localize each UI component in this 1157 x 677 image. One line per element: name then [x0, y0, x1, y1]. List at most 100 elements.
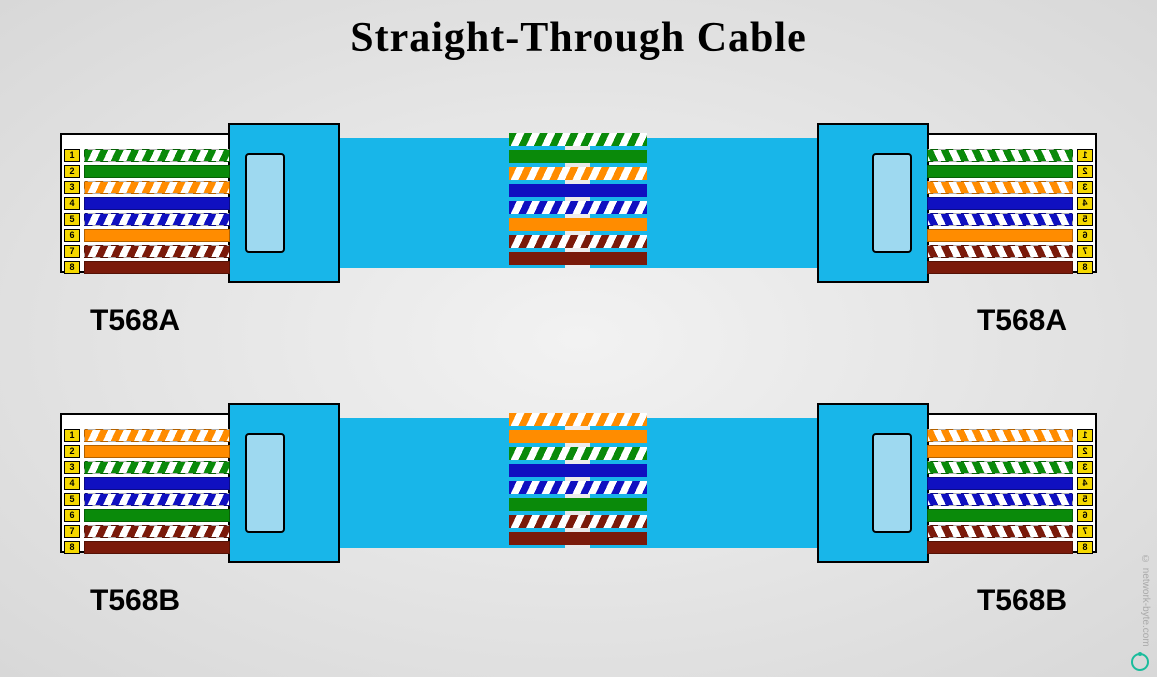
- rj45-connector-left: 1 2 3 4 5 6 7 8: [60, 403, 340, 578]
- pin-5: 5: [1077, 213, 1093, 226]
- label-left: T568B: [90, 584, 180, 618]
- diagram-title: Straight-Through Cable: [0, 0, 1157, 68]
- logo-icon: [1131, 653, 1149, 671]
- pin-block: 12345678: [1075, 149, 1093, 277]
- wire-8: [927, 541, 1073, 554]
- center-wire-3: [509, 167, 647, 180]
- connector-clip: [245, 433, 285, 533]
- exposed-wires: [509, 133, 647, 269]
- pin-7: 7: [64, 525, 80, 538]
- cable-row-1: 12345678 12345678 T568B T568B: [0, 368, 1157, 608]
- pin-7: 7: [64, 245, 80, 258]
- center-wire-4: [509, 464, 647, 477]
- wire-2: [84, 445, 230, 458]
- pin-8: 8: [1077, 541, 1093, 554]
- wire-5: [84, 493, 230, 506]
- pin-6: 6: [64, 509, 80, 522]
- wire-1: [84, 149, 230, 162]
- center-wire-6: [509, 218, 647, 231]
- wire-2: [84, 165, 230, 178]
- wire-7: [927, 245, 1073, 258]
- cable-row-0: 12345678 12345678 T568A T568A: [0, 88, 1157, 328]
- pin-1: 1: [1077, 149, 1093, 162]
- rj45-connector-right: 12345678: [817, 123, 1097, 298]
- wire-4: [84, 477, 230, 490]
- pin-1: 1: [64, 429, 80, 442]
- connector-body: 12345678: [60, 133, 230, 273]
- wire-4: [84, 197, 230, 210]
- center-wire-8: [509, 532, 647, 545]
- connector-body: 1 2 3 4 5 6 7 8: [60, 413, 230, 553]
- pin-4: 4: [1077, 197, 1093, 210]
- wire-6: [927, 229, 1073, 242]
- wire-block: [927, 149, 1073, 277]
- wire-8: [927, 261, 1073, 274]
- center-wire-8: [509, 252, 647, 265]
- label-left: T568A: [90, 304, 180, 338]
- center-wire-2: [509, 430, 647, 443]
- wire-3: [84, 461, 230, 474]
- wire-7: [927, 525, 1073, 538]
- pin-6: 6: [64, 229, 80, 242]
- center-wire-6: [509, 498, 647, 511]
- center-wire-2: [509, 150, 647, 163]
- wire-1: [927, 149, 1073, 162]
- label-right: T568A: [977, 304, 1067, 338]
- center-wire-5: [509, 201, 647, 214]
- pin-2: 2: [1077, 165, 1093, 178]
- pin-7: 7: [1077, 245, 1093, 258]
- rj45-connector-right: 12345678: [817, 403, 1097, 578]
- pin-4: 4: [64, 197, 80, 210]
- wire-5: [84, 213, 230, 226]
- pin-block: 1 2 3 4 5 6 7 8: [64, 429, 82, 557]
- wire-3: [84, 181, 230, 194]
- center-wire-4: [509, 184, 647, 197]
- pin-2: 2: [64, 165, 80, 178]
- wire-6: [927, 509, 1073, 522]
- label-right: T568B: [977, 584, 1067, 618]
- rj45-connector-left: 12345678: [60, 123, 340, 298]
- pin-2: 2: [64, 445, 80, 458]
- wire-7: [84, 245, 230, 258]
- wire-8: [84, 261, 230, 274]
- pin-4: 4: [1077, 477, 1093, 490]
- pin-1: 1: [64, 149, 80, 162]
- wire-4: [927, 197, 1073, 210]
- center-wire-7: [509, 515, 647, 528]
- wire-block: [84, 149, 230, 277]
- wire-4: [927, 477, 1073, 490]
- connector-body: 12345678: [927, 413, 1097, 553]
- wire-8: [84, 541, 230, 554]
- pin-7: 7: [1077, 525, 1093, 538]
- center-wire-5: [509, 481, 647, 494]
- wire-1: [927, 429, 1073, 442]
- wire-3: [927, 181, 1073, 194]
- center-wire-1: [509, 413, 647, 426]
- connector-clip: [245, 153, 285, 253]
- pin-3: 3: [64, 461, 80, 474]
- pin-3: 3: [1077, 181, 1093, 194]
- wire-6: [84, 509, 230, 522]
- wire-3: [927, 461, 1073, 474]
- copyright-text: © network-byte.com: [1140, 554, 1151, 647]
- wire-block: [927, 429, 1073, 557]
- pin-5: 5: [64, 493, 80, 506]
- pin-6: 6: [1077, 229, 1093, 242]
- pin-3: 3: [1077, 461, 1093, 474]
- wire-5: [927, 493, 1073, 506]
- exposed-wires: [509, 413, 647, 549]
- connector-body: 12345678: [927, 133, 1097, 273]
- connector-clip: [872, 433, 912, 533]
- pin-8: 8: [64, 261, 80, 274]
- wire-5: [927, 213, 1073, 226]
- wire-6: [84, 229, 230, 242]
- pin-8: 8: [64, 541, 80, 554]
- pin-5: 5: [64, 213, 80, 226]
- pin-block: 12345678: [64, 149, 82, 277]
- pin-4: 4: [64, 477, 80, 490]
- pin-2: 2: [1077, 445, 1093, 458]
- center-wire-3: [509, 447, 647, 460]
- pin-6: 6: [1077, 509, 1093, 522]
- pin-1: 1: [1077, 429, 1093, 442]
- wire-block: [84, 429, 230, 557]
